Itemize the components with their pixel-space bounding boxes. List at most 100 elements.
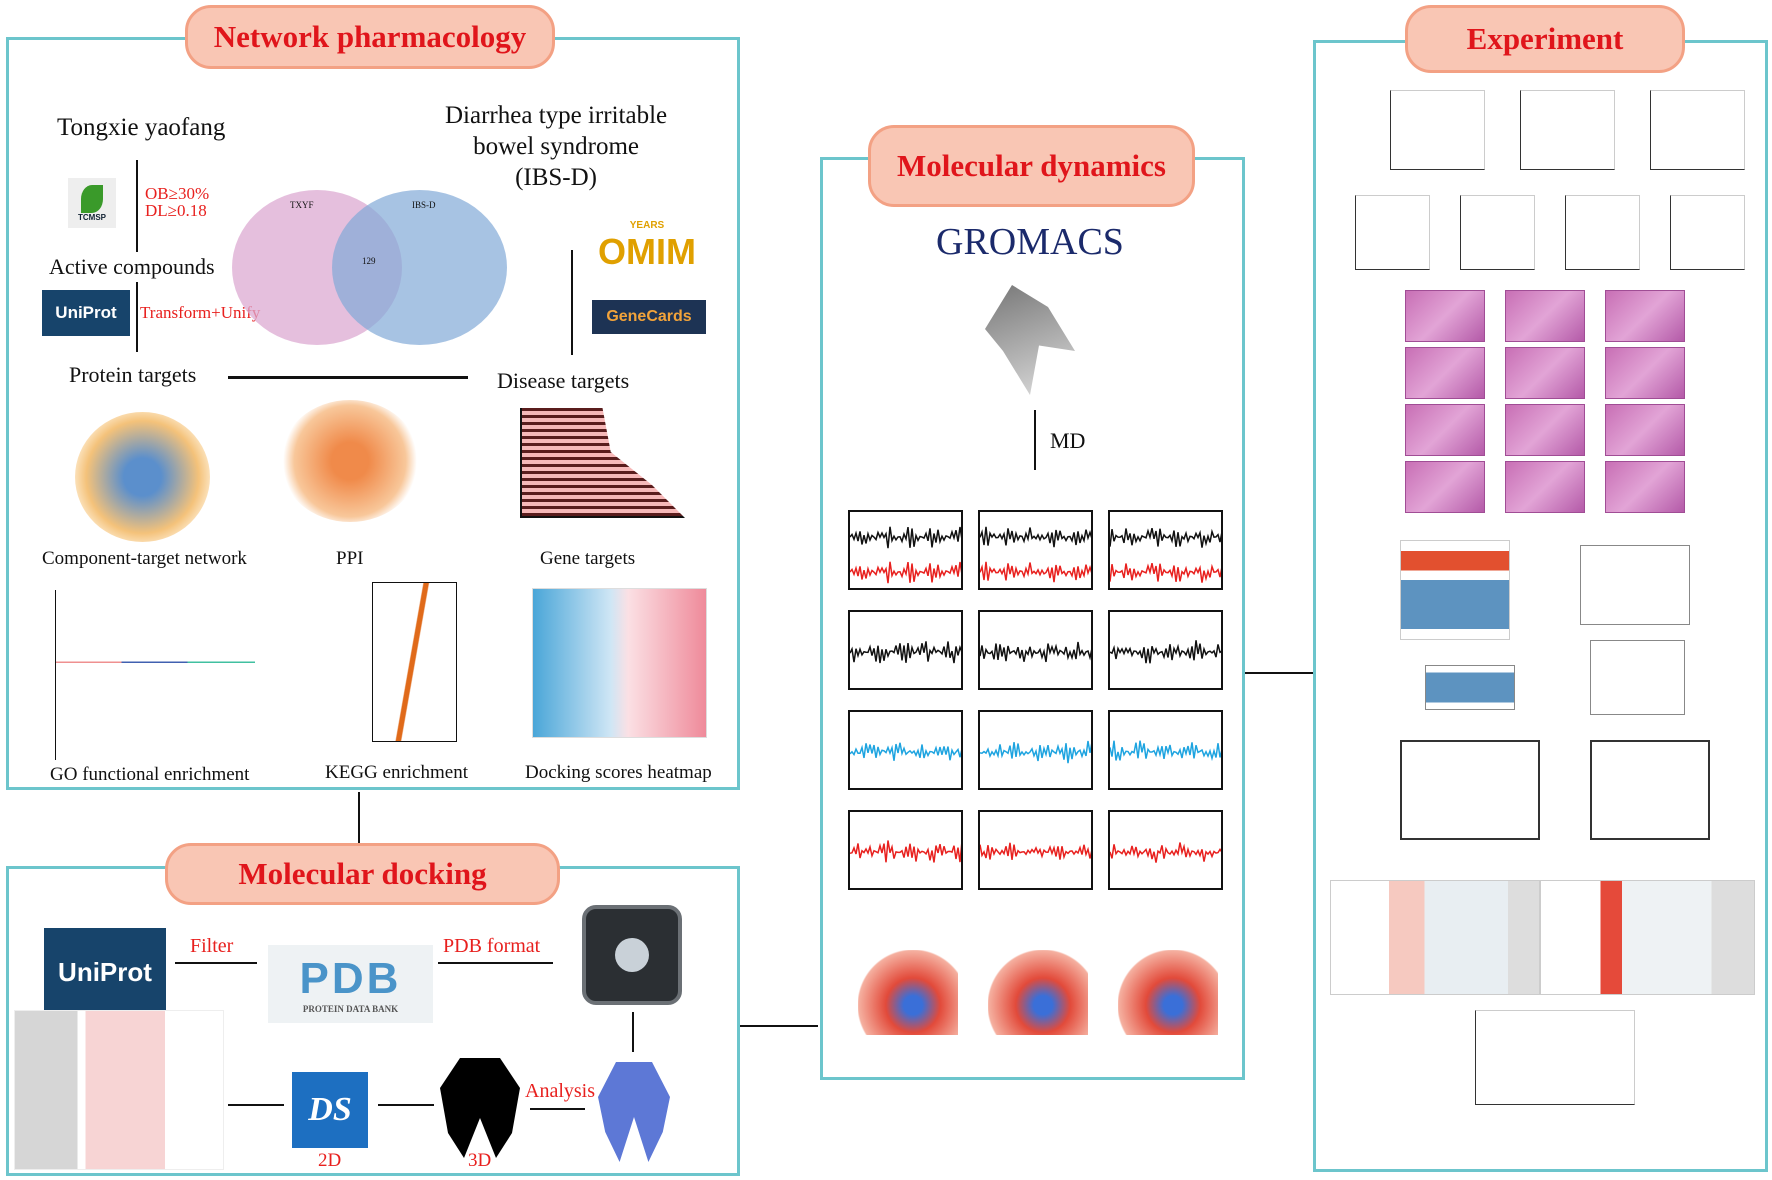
network-pharmacology-title: Network pharmacology xyxy=(185,5,555,69)
histology-image xyxy=(1505,347,1585,399)
md-trace xyxy=(850,712,963,790)
genecards-logo: GeneCards xyxy=(592,300,706,334)
md-trace xyxy=(1110,612,1223,690)
filter-label: Filter xyxy=(190,935,233,958)
venn-diagram: TXYF IBS-D 129 xyxy=(232,190,507,345)
disease-targets-label: Disease targets xyxy=(497,368,629,394)
label-2d: 2D xyxy=(318,1150,341,1172)
histology-image xyxy=(1405,404,1485,456)
gromacs-logo: GROMACS xyxy=(936,220,1124,264)
label-3d: 3D xyxy=(468,1150,491,1172)
arrow-right-to-experiment xyxy=(1245,672,1313,674)
docking-heatmap xyxy=(532,588,707,738)
md-plot xyxy=(1108,510,1223,590)
histology-image xyxy=(1505,290,1585,342)
bar-chart-thumbnail xyxy=(1390,90,1485,170)
panel-label-gene-targets: Gene targets xyxy=(540,548,635,570)
discovery-studio-icon: DS xyxy=(292,1072,368,1148)
molecular-docking-title: Molecular docking xyxy=(165,843,560,905)
roc-curve-thumbnail xyxy=(1590,740,1710,840)
uniprot-logo: UniProt xyxy=(42,290,130,336)
bar-chart-thumbnail xyxy=(1565,195,1640,270)
scatter-thumbnail xyxy=(1580,545,1690,625)
md-plot xyxy=(978,810,1093,890)
bar-chart-thumbnail xyxy=(1670,195,1745,270)
venn-intersection: 129 xyxy=(362,256,376,266)
md-trace xyxy=(1110,812,1223,890)
md-trace xyxy=(980,712,1093,790)
arrow-left xyxy=(530,1108,585,1110)
arrow-right xyxy=(175,962,257,964)
md-plot xyxy=(978,710,1093,790)
disease-label: Diarrhea type irritable bowel syndrome (… xyxy=(445,100,667,193)
md-plot xyxy=(1108,710,1223,790)
protein-targets-label: Protein targets xyxy=(69,362,196,388)
uniprot-logo: UniProt xyxy=(44,928,166,1016)
free-energy-landscape xyxy=(858,950,958,1035)
arrow-left xyxy=(228,1104,284,1106)
histology-image xyxy=(1605,290,1685,342)
md-trace xyxy=(850,812,963,890)
active-compounds-label: Active compounds xyxy=(49,254,215,280)
md-plot xyxy=(848,610,963,690)
panel-label-heatmap: Docking scores heatmap xyxy=(525,762,712,784)
scatter-thumbnail xyxy=(1590,640,1685,715)
md-plot xyxy=(848,810,963,890)
autodock-tools-icon xyxy=(582,905,682,1005)
experiment-title: Experiment xyxy=(1405,5,1685,73)
pdb-logo: PDB PROTEIN DATA BANK xyxy=(268,945,433,1023)
histology-image xyxy=(1605,404,1685,456)
panel-label-kegg: KEGG enrichment xyxy=(325,762,468,784)
venn-right-circle xyxy=(332,190,507,345)
md-trace xyxy=(980,812,1093,890)
bar-chart-thumbnail xyxy=(1355,195,1430,270)
md-plot xyxy=(978,610,1093,690)
boxplot-thumbnail xyxy=(1475,1010,1635,1105)
pdb-format-label: PDB format xyxy=(443,935,540,958)
bar-chart-thumbnail xyxy=(1400,540,1510,640)
bar-chart-thumbnail xyxy=(1425,665,1515,710)
bar-chart-thumbnail xyxy=(1650,90,1745,170)
histology-image xyxy=(1605,461,1685,513)
double-arrow xyxy=(378,1104,434,1106)
md-trace xyxy=(980,612,1093,690)
free-energy-landscape xyxy=(1118,950,1218,1035)
ppi-network-image xyxy=(280,400,420,522)
md-plot xyxy=(1108,810,1223,890)
histology-image xyxy=(1505,461,1585,513)
md-trace xyxy=(1110,512,1223,590)
histology-image xyxy=(1505,404,1585,456)
md-plot xyxy=(978,510,1093,590)
histology-image xyxy=(1405,290,1485,342)
panel-label-go: GO functional enrichment xyxy=(50,764,249,786)
arrow-down xyxy=(571,250,573,355)
free-energy-landscape xyxy=(988,950,1088,1035)
go-enrichment-chart xyxy=(55,590,255,760)
roc-curve-thumbnail xyxy=(1400,740,1540,840)
arrow-down xyxy=(136,282,138,352)
arrow-right xyxy=(438,962,553,964)
leaf-icon xyxy=(81,185,103,213)
md-plot xyxy=(848,710,963,790)
md-trace xyxy=(980,512,1093,590)
md-plot xyxy=(848,510,963,590)
omim-logo: YEARS OMIM xyxy=(592,212,702,280)
md-plot xyxy=(1108,610,1223,690)
screen-criteria: OB≥30% DL≥0.18 xyxy=(145,185,209,219)
venn-right-label: IBS-D xyxy=(412,200,436,210)
kegg-enrichment-chart xyxy=(372,582,457,742)
arrow-down xyxy=(136,160,138,252)
arrow-right-to-md xyxy=(740,1025,818,1027)
arrow-down-to-docking xyxy=(358,792,360,844)
venn-left-label: TXYF xyxy=(290,200,314,210)
immune-table-thumbnail xyxy=(1540,880,1755,995)
bar-chart-thumbnail xyxy=(1520,90,1615,170)
component-target-network-image xyxy=(75,412,210,542)
panel-label-ppi: PPI xyxy=(336,548,363,570)
molecular-dynamics-title: Molecular dynamics xyxy=(868,125,1195,207)
immune-table-thumbnail xyxy=(1330,880,1540,995)
histology-image xyxy=(1405,347,1485,399)
double-arrow xyxy=(228,376,468,379)
tcmsp-logo: TCMSP xyxy=(68,178,116,228)
herb-label: Tongxie yaofang xyxy=(57,114,225,142)
